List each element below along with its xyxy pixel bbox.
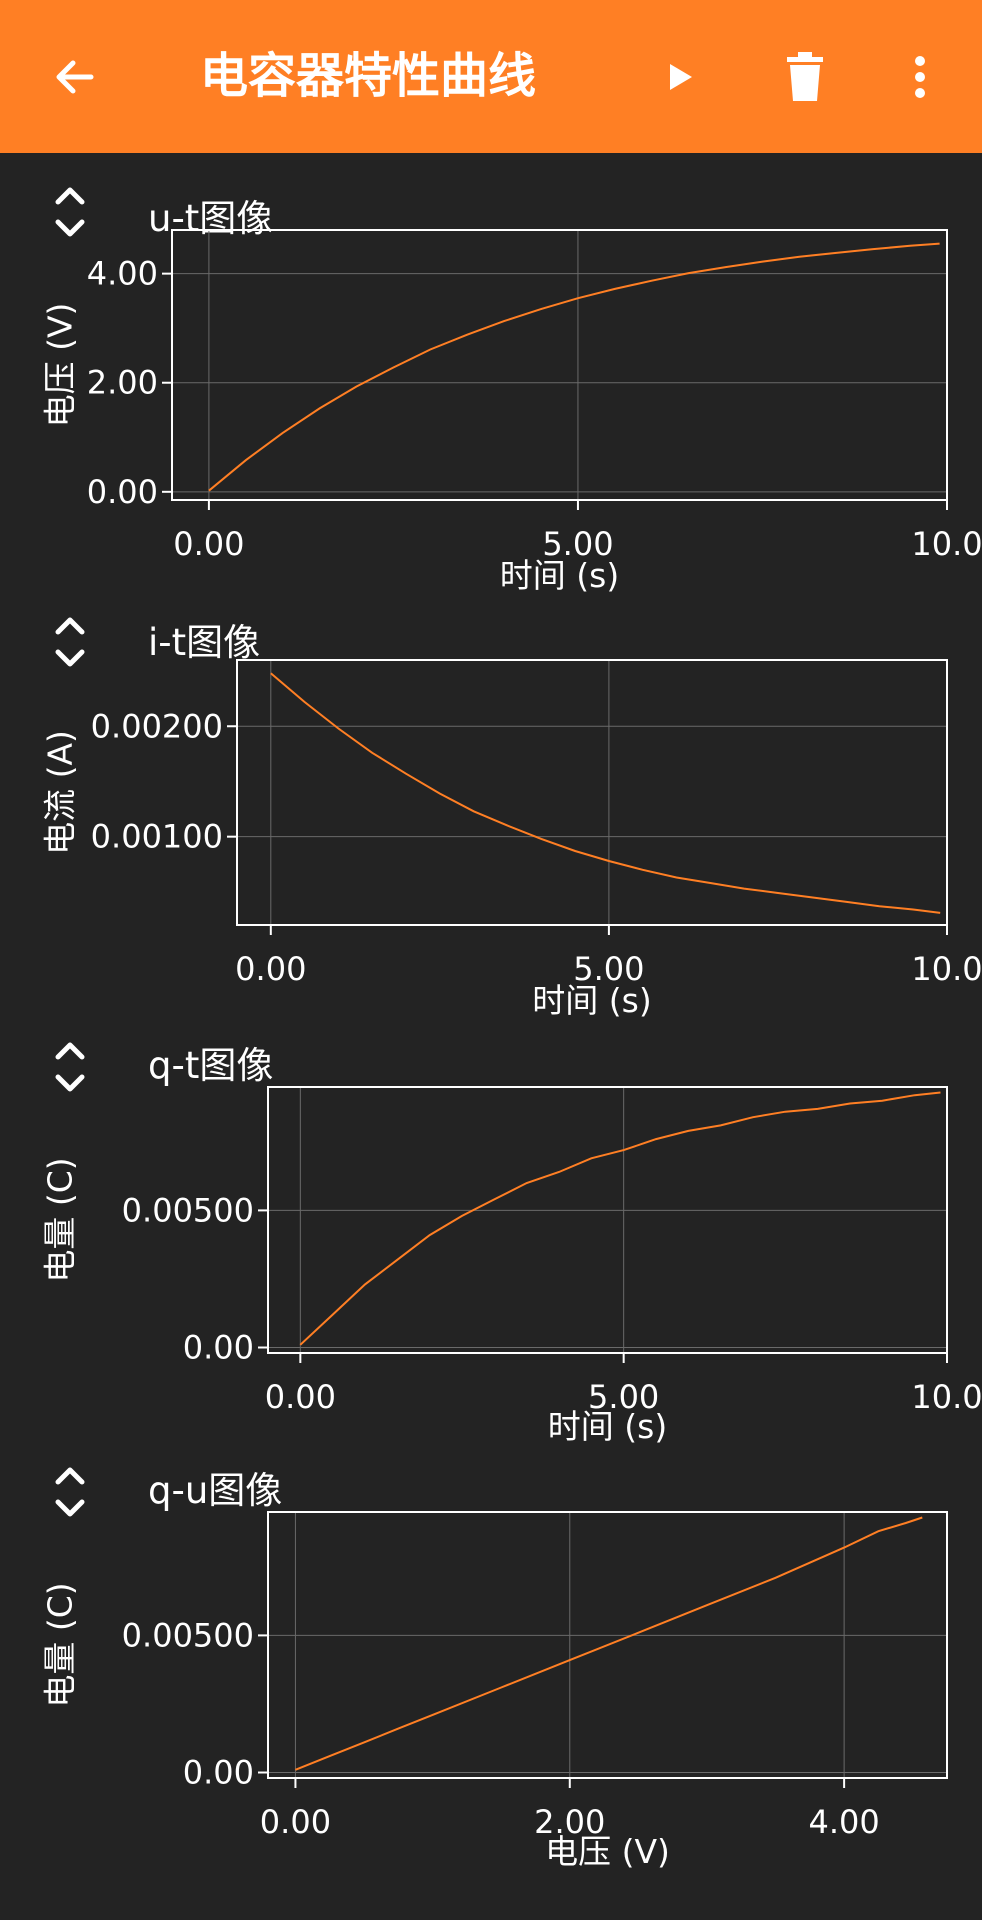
expand-collapse-icon[interactable]	[50, 182, 90, 242]
expand-collapse-icon[interactable]	[50, 1462, 90, 1522]
y-axis-label: 电流 (A)	[41, 730, 80, 855]
expand-collapse-icon[interactable]	[50, 612, 90, 672]
plot-frame	[267, 1086, 948, 1354]
more-options-button[interactable]	[895, 0, 945, 153]
x-tick-label: 5.00	[573, 950, 644, 988]
y-tick-label: 0.00200	[91, 707, 223, 745]
expand-collapse-icon[interactable]	[50, 1037, 90, 1097]
plot-frame	[236, 659, 948, 926]
series-line	[299, 1091, 941, 1346]
chart-title: q-u图像	[148, 1469, 283, 1512]
plot-frame	[171, 229, 948, 501]
x-axis-label: 时间 (s)	[500, 556, 619, 595]
y-tick-label: 0.00	[183, 1329, 254, 1367]
x-axis-label: 时间 (s)	[548, 1407, 667, 1446]
arrow-left-icon	[56, 60, 94, 93]
chart-panel-ut: u-t图像 0.00 2.00 4.00 0.00 5.00 10.0 时间 (s) 电压 (…	[0, 160, 982, 600]
y-tick-label: 0.00500	[122, 1191, 254, 1229]
plot-frame	[267, 1511, 948, 1779]
chart-panel-qu: q-u图像 0.00 0.00500 0.00 2.00 4.00 电压 (V) 电量 (C…	[0, 1455, 982, 1920]
y-axis-label: 电量 (C)	[41, 1157, 80, 1282]
y-axis-label: 电量 (C)	[41, 1582, 80, 1707]
chart-qt: 0.00 0.00500 0.00 5.00 10.0 时间 (s) 电量 (C)	[41, 1086, 982, 1446]
x-tick-label: 10.0	[911, 1378, 982, 1416]
x-tick-label: 5.00	[542, 525, 613, 563]
play-button[interactable]	[650, 0, 710, 153]
x-tick-label: 10.0	[911, 950, 982, 988]
y-axis-label: 电压 (V)	[41, 303, 80, 428]
play-icon	[670, 63, 692, 90]
app-bar: 电容器特性曲线	[0, 0, 982, 153]
x-tick-label: 10.0	[911, 525, 982, 563]
series-line	[270, 672, 941, 914]
chart-it: 0.00100 0.00200 0.00 5.00 10.0 时间 (s) 电流 (A)	[41, 659, 982, 1020]
chart-title: u-t图像	[148, 197, 274, 240]
page-title: 电容器特性曲线	[200, 48, 537, 104]
x-tick-label: 0.00	[265, 1378, 336, 1416]
delete-button[interactable]	[775, 0, 835, 153]
x-tick-label: 5.00	[588, 1378, 659, 1416]
y-tick-label: 0.00500	[122, 1616, 254, 1654]
series-line	[208, 242, 940, 492]
more-vert-icon	[915, 55, 925, 98]
chart-qu: 0.00 0.00500 0.00 2.00 4.00 电压 (V) 电量 (C)	[41, 1511, 948, 1871]
y-tick-label: 0.00100	[91, 818, 223, 856]
chart-panel-it: i-t图像 0.00100 0.00200 0.00 5.00 10.0 时间 (s) 电流…	[0, 600, 982, 1030]
chart-title: i-t图像	[148, 621, 261, 664]
x-tick-label: 0.00	[235, 950, 306, 988]
series-line	[295, 1516, 923, 1771]
y-tick-label: 2.00	[87, 364, 158, 402]
x-tick-label: 0.00	[260, 1803, 331, 1841]
y-tick-label: 0.00	[87, 473, 158, 511]
x-axis-label: 电压 (V)	[545, 1832, 670, 1871]
chart-title: q-t图像	[148, 1044, 274, 1087]
x-tick-label: 2.00	[534, 1803, 605, 1841]
x-tick-label: 0.00	[173, 525, 244, 563]
x-axis-label: 时间 (s)	[532, 981, 651, 1020]
trash-icon	[787, 51, 823, 101]
y-tick-label: 4.00	[87, 255, 158, 293]
chart-ut: 0.00 2.00 4.00 0.00 5.00 10.0 时间 (s) 电压 (V)	[41, 229, 982, 595]
chart-panel-qt: q-t图像 0.00 0.00500 0.00 5.00 10.0 时间 (s) 电量 (C…	[0, 1030, 982, 1460]
y-tick-label: 0.00	[183, 1754, 254, 1792]
x-tick-label: 4.00	[808, 1803, 879, 1841]
back-button[interactable]	[40, 0, 110, 153]
